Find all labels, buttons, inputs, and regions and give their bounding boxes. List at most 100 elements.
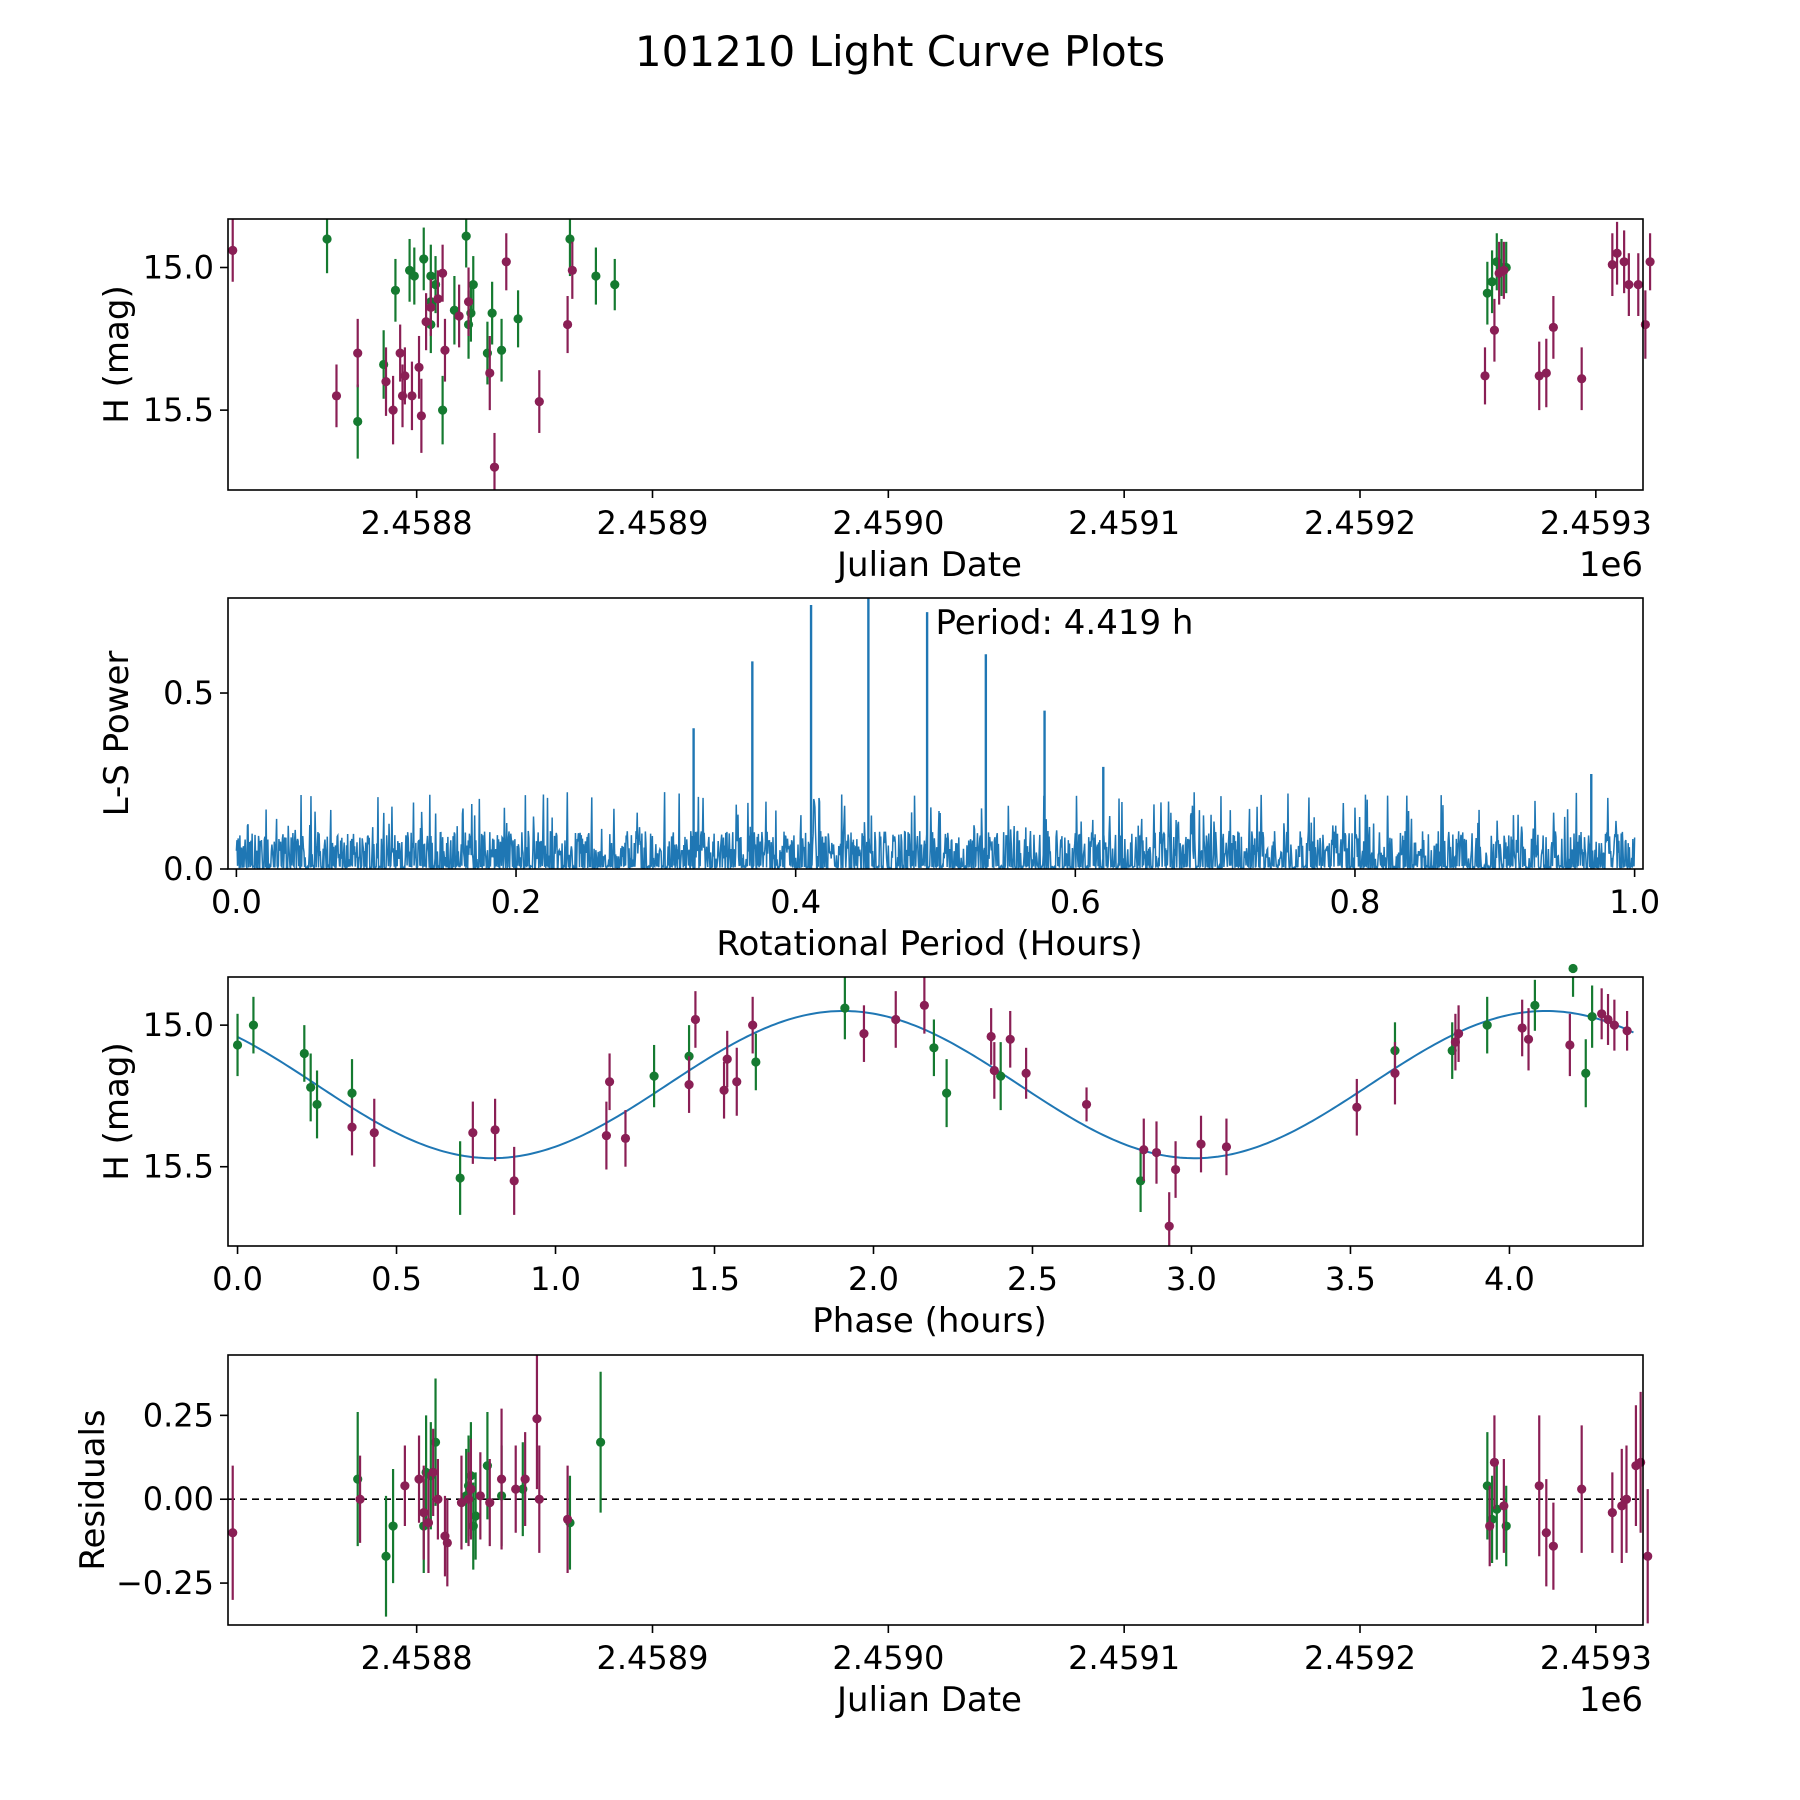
data-point bbox=[1139, 1145, 1149, 1155]
data-point bbox=[1636, 1457, 1646, 1467]
x-tick-label: 0.8 bbox=[1330, 883, 1381, 921]
data-point bbox=[421, 317, 431, 327]
x-tick-label: 2.5 bbox=[1007, 1260, 1058, 1298]
data-point bbox=[1541, 1528, 1551, 1538]
data-point bbox=[1645, 257, 1655, 267]
x-tick-label: 0.4 bbox=[770, 883, 821, 921]
data-point bbox=[567, 265, 577, 275]
x-tick-label: 0.0 bbox=[211, 883, 262, 921]
data-point bbox=[468, 280, 478, 290]
data-point bbox=[563, 1514, 573, 1524]
data-point bbox=[1487, 277, 1497, 287]
x-tick-label: 2.4591 bbox=[1068, 504, 1180, 542]
y-axis-label: H (mag) bbox=[97, 1042, 137, 1180]
data-point bbox=[228, 1528, 238, 1538]
data-point bbox=[1164, 1221, 1174, 1231]
data-point bbox=[331, 391, 342, 401]
data-point bbox=[1619, 257, 1629, 267]
data-point bbox=[919, 1000, 929, 1010]
x-tick-label: 4.0 bbox=[1484, 1260, 1535, 1298]
data-point bbox=[438, 405, 448, 415]
data-point bbox=[428, 1467, 438, 1477]
x-tick-label: 0.0 bbox=[212, 1260, 263, 1298]
data-point bbox=[1548, 1541, 1558, 1551]
data-point bbox=[1485, 1521, 1495, 1531]
light-curve-points bbox=[228, 219, 1655, 490]
data-point bbox=[534, 1494, 544, 1504]
data-point bbox=[1568, 963, 1578, 974]
data-point bbox=[1581, 1068, 1591, 1078]
data-point bbox=[1633, 280, 1643, 290]
data-point bbox=[1541, 368, 1551, 378]
data-point bbox=[1534, 371, 1544, 381]
data-point bbox=[1530, 1000, 1540, 1010]
x-tick-label: 2.4588 bbox=[361, 1639, 473, 1677]
data-point bbox=[1480, 371, 1490, 381]
data-point bbox=[942, 1088, 952, 1098]
data-point bbox=[501, 257, 511, 267]
data-point bbox=[1587, 1012, 1597, 1022]
residuals-axes: 2.4588 2.4589 2.4590 2.4591 2.4592 2.4593 0.25… bbox=[73, 1396, 1652, 1720]
y-tick-label: 0.25 bbox=[143, 1396, 214, 1434]
data-point bbox=[353, 348, 363, 358]
data-point bbox=[601, 1130, 611, 1141]
data-point bbox=[1597, 1009, 1607, 1019]
data-point bbox=[513, 314, 523, 324]
x-tick-label: 2.4590 bbox=[832, 1639, 944, 1677]
data-point bbox=[1534, 1481, 1544, 1491]
data-point bbox=[419, 254, 429, 264]
data-point bbox=[454, 311, 464, 321]
data-point bbox=[1624, 280, 1634, 290]
data-point bbox=[369, 1128, 379, 1138]
data-point bbox=[438, 268, 448, 278]
data-point bbox=[684, 1080, 694, 1090]
data-point bbox=[388, 405, 398, 415]
data-point bbox=[1489, 1457, 1500, 1467]
data-point bbox=[986, 1031, 996, 1042]
x-axis-label: Phase (hours) bbox=[812, 1301, 1046, 1341]
data-point bbox=[1643, 1551, 1653, 1561]
data-point bbox=[487, 308, 497, 318]
data-point bbox=[690, 1014, 701, 1025]
data-point bbox=[1548, 322, 1558, 332]
x-tick-label: 0.5 bbox=[371, 1260, 422, 1298]
y-tick-label: 15.0 bbox=[143, 248, 214, 286]
data-point bbox=[509, 1176, 519, 1186]
data-point bbox=[1603, 1014, 1613, 1025]
data-point bbox=[381, 377, 391, 387]
data-point bbox=[409, 271, 419, 281]
y-tick-label: 15.5 bbox=[143, 391, 214, 429]
data-point bbox=[1390, 1068, 1400, 1078]
data-point bbox=[414, 362, 424, 372]
data-point bbox=[228, 245, 238, 255]
phased-light-curve-axes: 0.0 0.5 1.0 1.5 2.0 2.5 3.0 3.5 4.0 15.0 15.5 Phase… bbox=[97, 1006, 1535, 1341]
x-axis-label: Julian Date bbox=[835, 545, 1022, 585]
data-point bbox=[1499, 265, 1509, 275]
data-point bbox=[891, 1014, 901, 1025]
data-point bbox=[591, 271, 601, 281]
x-tick-label: 2.4592 bbox=[1304, 504, 1416, 542]
x-tick-label: 2.4592 bbox=[1304, 1639, 1416, 1677]
data-point bbox=[1005, 1034, 1015, 1044]
x-tick-label: 1.5 bbox=[689, 1260, 740, 1298]
data-point bbox=[748, 1020, 758, 1030]
data-point bbox=[1523, 1034, 1534, 1044]
data-point bbox=[1607, 1508, 1617, 1518]
data-point bbox=[322, 234, 332, 244]
y-axis-label: L-S Power bbox=[97, 651, 137, 817]
data-point bbox=[419, 1508, 429, 1518]
data-point bbox=[1482, 288, 1492, 298]
data-point bbox=[1565, 1040, 1575, 1050]
data-point bbox=[485, 368, 495, 378]
data-point bbox=[929, 1043, 939, 1053]
data-point bbox=[1352, 1102, 1362, 1112]
data-point bbox=[1021, 1068, 1031, 1078]
phased-light-curve-frame bbox=[227, 976, 1644, 1247]
data-point bbox=[475, 1491, 485, 1501]
data-point bbox=[1196, 1139, 1206, 1149]
data-point bbox=[719, 1085, 729, 1095]
data-point bbox=[1517, 1023, 1527, 1033]
data-point bbox=[1151, 1147, 1162, 1158]
data-point bbox=[496, 1474, 507, 1484]
